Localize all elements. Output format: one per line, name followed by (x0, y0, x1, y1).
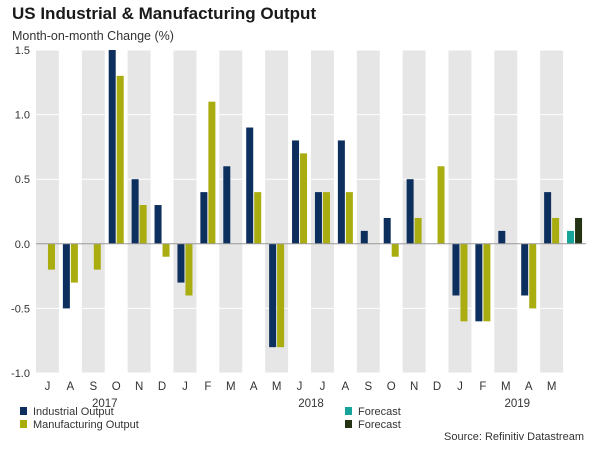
bar-industrial (406, 179, 414, 244)
x-tick-label: S (364, 381, 372, 393)
bar-manufacturing (70, 243, 78, 283)
background-band (173, 50, 197, 373)
background-band (219, 50, 243, 373)
bar-industrial (452, 243, 460, 296)
x-tick-label: M (272, 381, 282, 393)
y-tick-label: -0.5 (11, 303, 30, 315)
bar-industrial (108, 50, 116, 244)
bar-manufacturing (322, 192, 330, 244)
bar-manufacturing (391, 243, 399, 257)
x-tick-label: F (204, 381, 211, 393)
x-tick-label: O (112, 381, 121, 393)
x-tick-label: O (387, 381, 396, 393)
background-band (81, 50, 105, 373)
bar-industrial (314, 192, 322, 244)
x-tick-label: M (501, 381, 511, 393)
x-tick-label: S (89, 381, 97, 393)
source-note: Source: Refinitiv Datastream (444, 431, 584, 443)
bar-industrial (177, 243, 185, 283)
x-tick-label: N (410, 381, 418, 393)
x-tick-label: J (182, 381, 188, 393)
legend-swatch (345, 407, 352, 415)
bar-manufacturing (208, 101, 216, 244)
x-tick-label: N (135, 381, 143, 393)
x-tick-label: J (457, 381, 463, 393)
bar-manufacturing (93, 243, 101, 270)
bar-manufacturing (414, 217, 422, 244)
bar-manufacturing (185, 243, 193, 296)
bar-manufacturing (254, 192, 262, 244)
bar-forecast_manufacturing (575, 217, 583, 244)
bar-industrial (337, 140, 345, 244)
x-tick-label: A (67, 381, 75, 393)
legend-swatch (345, 420, 352, 428)
legend-swatch (20, 407, 27, 415)
year-label: 2017 (92, 398, 118, 410)
x-tick-label: J (297, 381, 303, 393)
year-label: 2018 (298, 398, 324, 410)
bar-manufacturing (162, 243, 170, 257)
bar-manufacturing (116, 75, 124, 244)
background-band (265, 50, 289, 373)
y-tick-label: 0.5 (15, 174, 30, 186)
bar-manufacturing (47, 243, 55, 270)
x-tick-label: J (320, 381, 326, 393)
bar-manufacturing (483, 243, 491, 322)
bar-manufacturing (552, 217, 560, 244)
y-tick-label: -1.0 (11, 368, 30, 380)
y-tick-label: 1.5 (15, 45, 30, 57)
x-tick-label: J (45, 381, 51, 393)
background-band (356, 50, 380, 373)
legend-swatch (20, 420, 27, 428)
background-band (540, 50, 564, 373)
bar-industrial (498, 230, 506, 244)
x-tick-label: D (158, 381, 166, 393)
bar-industrial (292, 140, 300, 244)
bar-industrial (383, 217, 391, 244)
background-band (402, 50, 426, 373)
bar-manufacturing (277, 243, 285, 348)
background-band (494, 50, 518, 373)
x-tick-label: M (547, 381, 557, 393)
bar-industrial (475, 243, 483, 322)
background-band (448, 50, 472, 373)
x-tick-label: M (226, 381, 236, 393)
background-band (127, 50, 151, 373)
background-band (311, 50, 334, 373)
bar-manufacturing (437, 166, 445, 244)
bar-industrial (154, 205, 162, 244)
x-tick-label: D (433, 381, 441, 393)
x-tick-label: A (250, 381, 258, 393)
bar-industrial (223, 166, 231, 244)
x-tick-label: A (525, 381, 533, 393)
bar-industrial (521, 243, 529, 296)
bar-manufacturing (300, 153, 308, 244)
bar-forecast_industrial (567, 230, 575, 244)
chart-subtitle: Month-on-month Change (%) (12, 29, 174, 43)
bar-industrial (360, 230, 368, 244)
bar-industrial (131, 179, 139, 244)
background-band (36, 50, 59, 373)
legend-label: Forecast (358, 406, 401, 418)
year-label: 2019 (504, 398, 530, 410)
bar-industrial (200, 192, 208, 244)
bar-industrial (246, 127, 254, 244)
bar-manufacturing (139, 205, 147, 244)
bar-manufacturing (460, 243, 468, 322)
legend-label: Industrial Output (33, 406, 114, 418)
bar-industrial (269, 243, 277, 348)
bar-industrial (62, 243, 70, 309)
bar-manufacturing (529, 243, 537, 309)
legend-label: Manufacturing Output (33, 419, 139, 431)
bar-industrial (544, 192, 552, 244)
x-tick-label: F (479, 381, 486, 393)
legend-label: Forecast (358, 419, 401, 431)
y-tick-label: 0.0 (15, 239, 30, 251)
chart-title: US Industrial & Manufacturing Output (12, 4, 317, 23)
y-tick-label: 1.0 (15, 110, 30, 122)
x-tick-label: A (342, 381, 350, 393)
bar-manufacturing (345, 192, 353, 244)
